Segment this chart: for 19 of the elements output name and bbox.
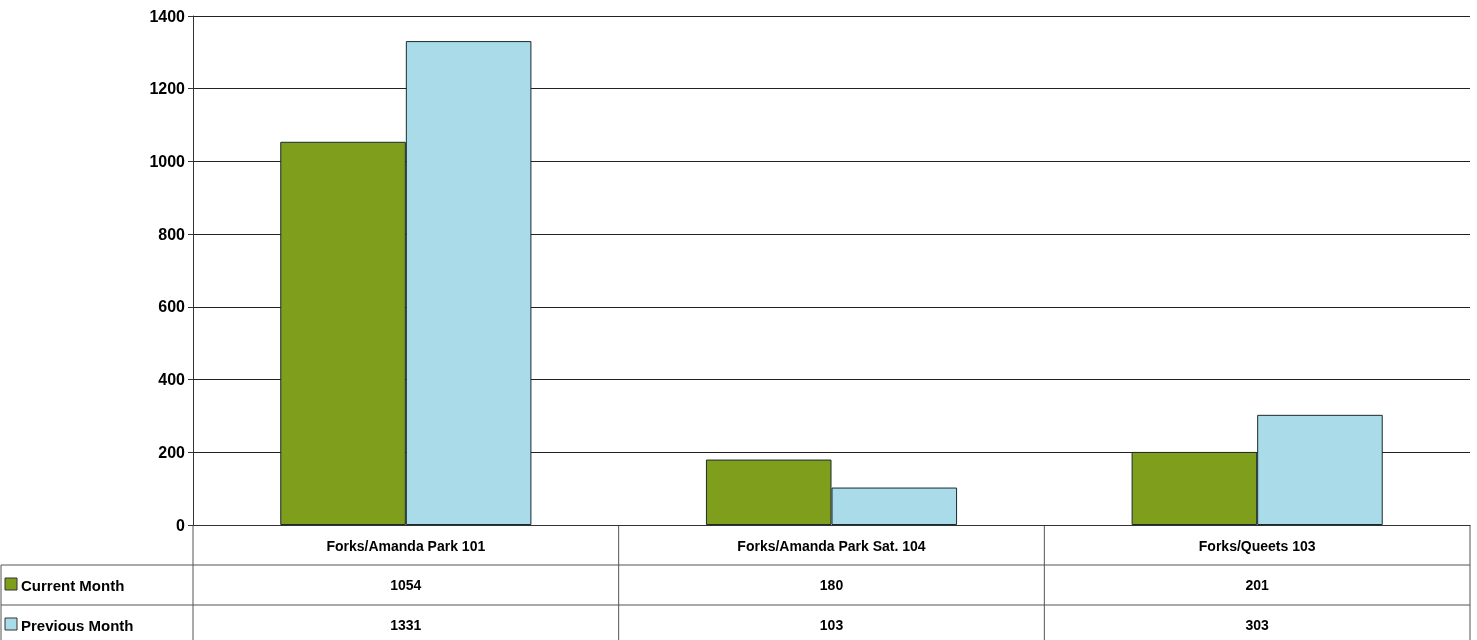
data-label: 201 bbox=[1245, 577, 1270, 593]
data-label: 303 bbox=[1245, 617, 1270, 633]
x-tick-label: Forks/Queets 103 bbox=[1198, 538, 1316, 554]
y-tick-label: 600 bbox=[158, 298, 186, 316]
y-tick-label: 1400 bbox=[149, 7, 186, 25]
x-tick-label: Forks/Amanda Park 101 bbox=[326, 538, 486, 554]
data-label: 180 bbox=[819, 577, 844, 593]
x-tick-label: Forks/Amanda Park Sat. 104 bbox=[737, 538, 926, 554]
y-tick-label: 800 bbox=[158, 225, 186, 243]
y-tick-label: 400 bbox=[158, 371, 186, 389]
legend-label: Previous Month bbox=[21, 616, 134, 634]
legend-label: Current Month bbox=[21, 576, 125, 594]
data-label: 1054 bbox=[390, 577, 422, 593]
y-tick-label: 1000 bbox=[149, 152, 186, 170]
y-tick-label: 1200 bbox=[149, 80, 186, 98]
y-tick-label: 0 bbox=[176, 516, 186, 534]
y-tick-label: 200 bbox=[158, 443, 186, 461]
data-label: 1331 bbox=[390, 617, 422, 633]
data-label: 103 bbox=[819, 617, 844, 633]
